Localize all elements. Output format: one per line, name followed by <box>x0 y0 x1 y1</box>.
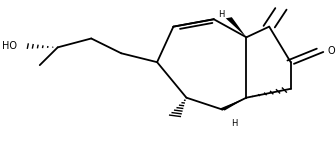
Polygon shape <box>220 98 246 111</box>
Text: O: O <box>327 46 335 56</box>
Text: H: H <box>231 119 237 128</box>
Polygon shape <box>226 17 246 37</box>
Text: HO: HO <box>2 41 17 51</box>
Text: H: H <box>218 10 225 19</box>
